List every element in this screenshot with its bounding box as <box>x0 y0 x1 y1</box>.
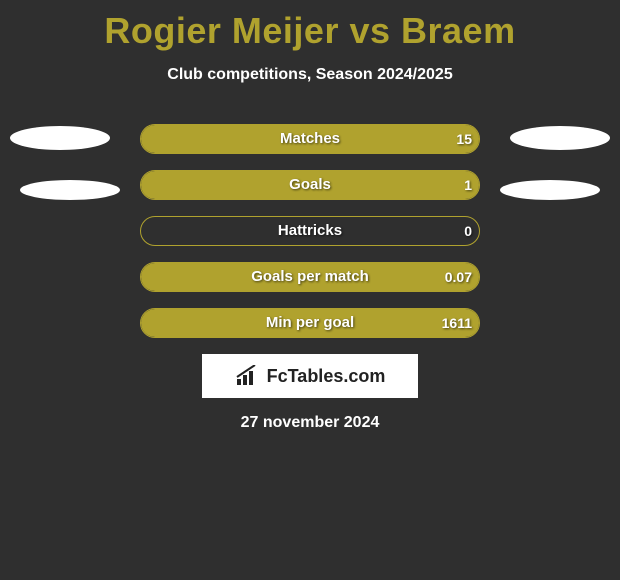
bar-row-goals-per-match: Goals per match 0.07 <box>0 262 620 292</box>
bar-fill <box>141 309 479 337</box>
bar-row-hattricks: Hattricks 0 <box>0 216 620 246</box>
page-title: Rogier Meijer vs Braem <box>0 0 620 52</box>
comparison-bars: Matches 15 Goals 1 Hattricks 0 Goals per… <box>0 124 620 338</box>
bar-row-matches: Matches 15 <box>0 124 620 154</box>
bar-chart-icon <box>235 365 261 387</box>
footer-date: 27 november 2024 <box>0 414 620 432</box>
bar-track <box>140 170 480 200</box>
bar-track <box>140 308 480 338</box>
bar-row-min-per-goal: Min per goal 1611 <box>0 308 620 338</box>
bar-track <box>140 124 480 154</box>
bar-track <box>140 216 480 246</box>
bar-fill <box>141 125 479 153</box>
branding-text: FcTables.com <box>267 366 386 387</box>
branding-logo: FcTables.com <box>202 354 418 398</box>
bar-track <box>140 262 480 292</box>
bar-row-goals: Goals 1 <box>0 170 620 200</box>
bar-fill <box>141 171 479 199</box>
page-subtitle: Club competitions, Season 2024/2025 <box>0 66 620 84</box>
bar-fill <box>141 263 479 291</box>
